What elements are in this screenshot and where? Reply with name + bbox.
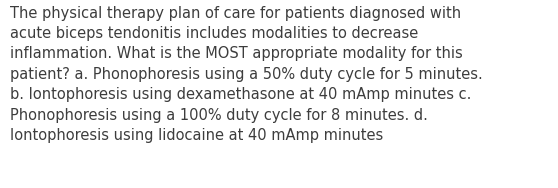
Text: The physical therapy plan of care for patients diagnosed with
acute biceps tendo: The physical therapy plan of care for pa… [10, 6, 483, 143]
